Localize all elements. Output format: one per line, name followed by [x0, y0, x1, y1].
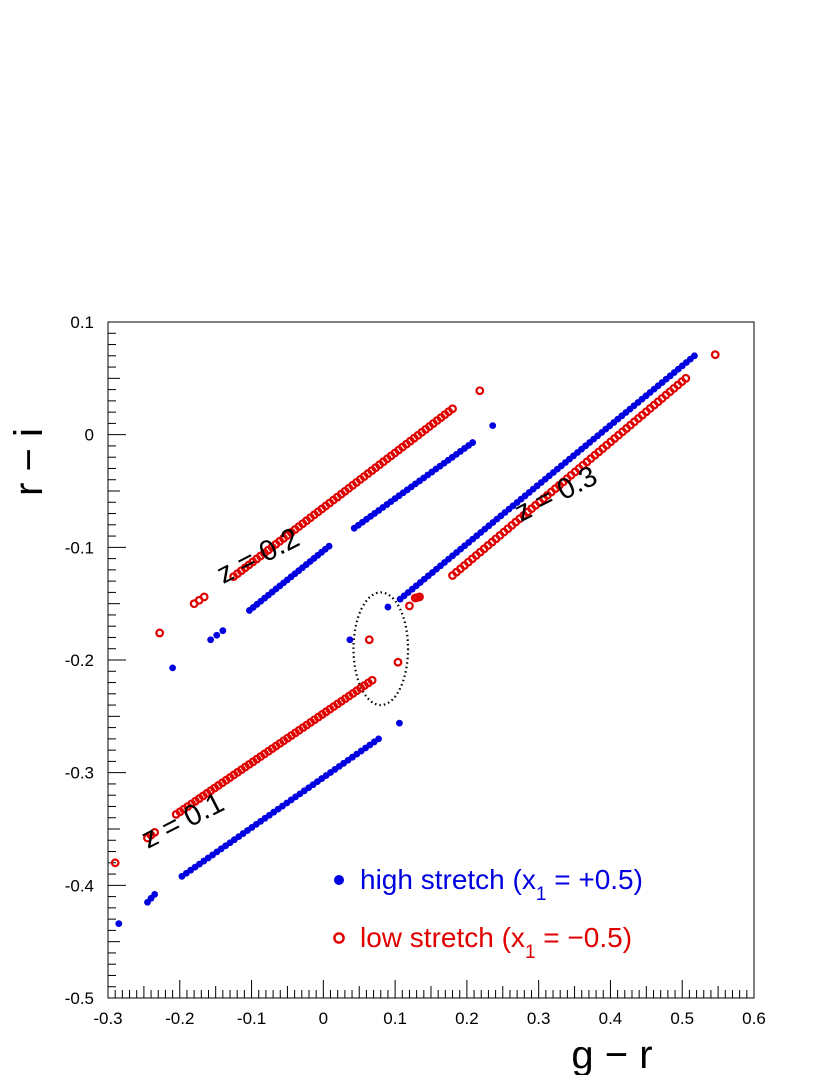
data-point-high-stretch: [169, 664, 177, 672]
y-tick-label: -0.1: [65, 538, 94, 557]
data-point-low-stretch: [155, 628, 165, 638]
y-tick-label: 0: [85, 426, 94, 445]
highlight-ellipse: [352, 591, 410, 707]
data-point-high-stretch: [219, 627, 227, 635]
data-point-low-stretch: [405, 601, 414, 611]
data-point-high-stretch: [325, 542, 333, 550]
x-tick-label: 0.6: [742, 1009, 766, 1028]
legend-marker-high-stretch: [334, 875, 344, 885]
x-axis-label: g − r: [571, 1033, 652, 1075]
x-tick-label: 0.3: [527, 1009, 551, 1028]
x-tick-label: 0.5: [670, 1009, 694, 1028]
data-point-high-stretch: [115, 920, 123, 928]
data-point-low-stretch: [475, 386, 485, 396]
data-points: [110, 350, 720, 928]
y-tick-label: -0.3: [65, 764, 94, 783]
data-point-high-stretch: [384, 603, 392, 611]
data-point-high-stretch: [396, 719, 403, 727]
x-tick-label: 0.4: [599, 1009, 623, 1028]
y-axis-ticks: 0.1 0 -0.1 -0.2 -0.3 -0.4 -0.5: [65, 313, 126, 1008]
z-annotation: z = 0.1: [136, 787, 229, 855]
data-point-low-stretch: [110, 858, 120, 868]
x-tick-label: -0.2: [165, 1009, 194, 1028]
x-tick-label: 0.1: [383, 1009, 407, 1028]
data-point-low-stretch: [448, 404, 457, 414]
data-point-low-stretch: [681, 373, 691, 383]
data-point-high-stretch: [469, 439, 477, 446]
data-point-low-stretch: [150, 827, 160, 837]
data-point-high-stretch: [375, 735, 383, 743]
y-tick-label: 0.1: [70, 313, 94, 332]
data-point-high-stretch: [213, 631, 221, 639]
data-point-high-stretch: [489, 422, 497, 430]
x-tick-label: 0.2: [455, 1009, 479, 1028]
y-axis-label: r − i: [7, 428, 51, 496]
x-tick-label: -0.1: [237, 1009, 266, 1028]
y-tick-label: -0.4: [65, 876, 94, 895]
x-tick-label: -0.3: [93, 1009, 122, 1028]
x-tick-label: 0: [319, 1009, 328, 1028]
x-axis-ticks: -0.3 -0.2 -0.1 0 0.1 0.2 0.3 0.4 0.5 0.6: [93, 980, 766, 1028]
data-point-low-stretch: [364, 635, 374, 645]
data-point-low-stretch: [710, 350, 720, 360]
data-point-low-stretch: [199, 592, 209, 602]
data-point-high-stretch: [207, 636, 215, 644]
data-point-high-stretch: [691, 352, 698, 360]
data-point-high-stretch: [151, 890, 159, 898]
data-point-low-stretch: [393, 657, 403, 667]
y-tick-label: -0.2: [65, 651, 94, 670]
legend-label: low stretch (x1 = −0.5): [360, 922, 632, 963]
data-point-high-stretch: [346, 636, 354, 644]
y-tick-label: -0.5: [65, 989, 94, 1008]
legend-marker-low-stretch: [333, 932, 345, 944]
data-point-low-stretch: [367, 675, 377, 685]
data-point-low-stretch: [415, 592, 424, 602]
legend: high stretch (x1 = +0.5) low stretch (x1 …: [333, 864, 643, 963]
legend-label: high stretch (x1 = +0.5): [360, 864, 643, 905]
